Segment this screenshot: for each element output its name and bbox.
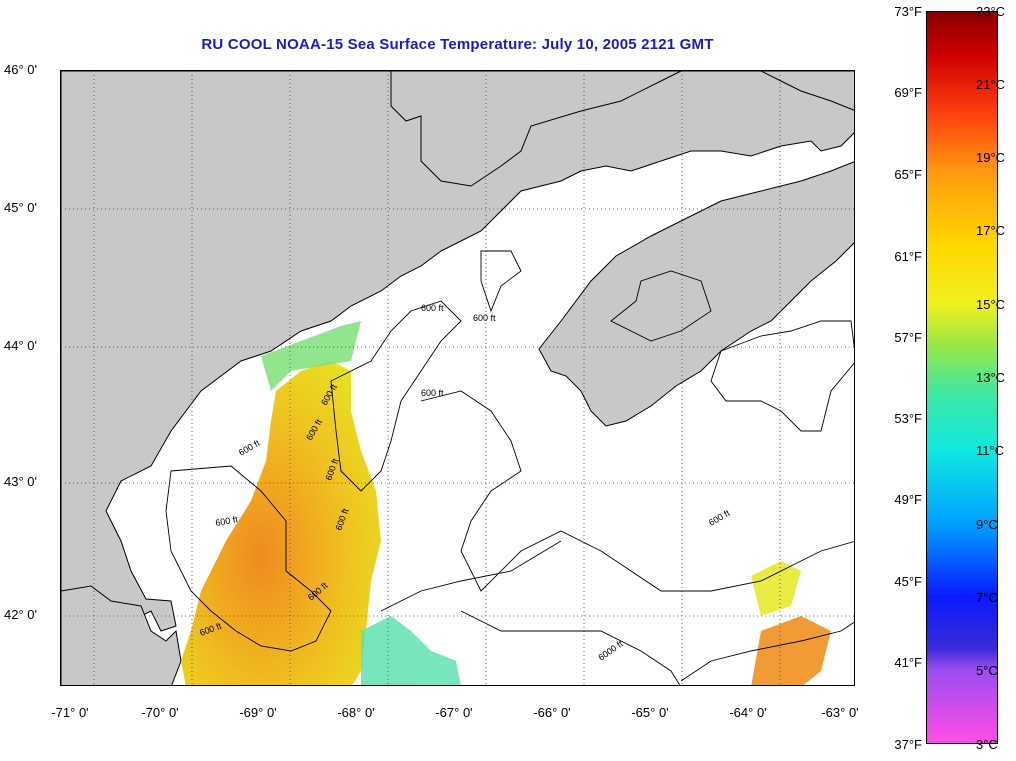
lat-label: 44° 0' — [4, 338, 37, 353]
land-cape-cod — [61, 585, 182, 685]
colorbar-f-label: 69°F — [894, 85, 922, 100]
lon-label: -71° 0' — [51, 705, 89, 720]
colorbar-c-label: 5°C — [976, 663, 998, 678]
colorbar-c-label: 21°C — [976, 77, 1006, 92]
colorbar-c-label: 19°C — [976, 150, 1006, 165]
colorbar-f-label: 45°F — [894, 574, 922, 589]
land-new-england — [61, 71, 854, 685]
colorbar-c-label: 13°C — [976, 370, 1006, 385]
colorbar-c-label: 11°C — [976, 443, 1005, 458]
lon-label: -67° 0' — [435, 705, 473, 720]
depth-label: 600 ft — [421, 388, 444, 398]
colorbar-f-label: 37°F — [894, 737, 922, 752]
lon-label: -69° 0' — [239, 705, 277, 720]
sst-map: 600 ft 600 ft 600 ft 600 ft 600 ft 600 f… — [60, 70, 855, 686]
colorbar-c-label: 17°C — [976, 223, 1006, 238]
lon-label: -64° 0' — [729, 705, 767, 720]
colorbar-c-label: 7°C — [976, 590, 998, 605]
lon-label: -63° 0' — [821, 705, 859, 720]
land-cape-breton — [760, 71, 854, 111]
depth-label: 6000 ft — [596, 638, 625, 662]
lat-label: 45° 0' — [4, 200, 37, 215]
colorbar-f-label: 61°F — [894, 249, 922, 264]
depth-label: 600 ft — [473, 313, 496, 323]
colorbar-c-label: 3°C — [976, 737, 998, 752]
sst-yellow-se — [751, 561, 801, 616]
colorbar-f-label: 65°F — [894, 167, 922, 182]
map-title: RU COOL NOAA-15 Sea Surface Temperature:… — [201, 36, 714, 53]
sst-cool-east — [361, 616, 461, 685]
colorbar-f-label: 73°F — [894, 4, 922, 19]
map-canvas: 600 ft 600 ft 600 ft 600 ft 600 ft 600 f… — [61, 71, 854, 685]
colorbar-f-label: 49°F — [894, 492, 922, 507]
lon-label: -66° 0' — [533, 705, 571, 720]
colorbar-c-label: 9°C — [976, 517, 998, 532]
colorbar-c-label: 15°C — [976, 297, 1006, 312]
lon-label: -68° 0' — [337, 705, 375, 720]
sst-cool-patch — [261, 321, 361, 391]
land-nova-scotia — [538, 161, 854, 427]
colorbar-f-label: 41°F — [894, 655, 922, 670]
depth-label: 600 ft — [237, 438, 262, 458]
colorbar-c-label: 23°C — [976, 4, 1006, 19]
graticule — [61, 71, 854, 685]
lat-label: 42° 0' — [4, 607, 37, 622]
depth-contours — [165, 250, 854, 685]
depth-label: 600 ft — [421, 303, 444, 313]
temperature-colorbar — [926, 11, 998, 744]
lat-label: 46° 0' — [4, 62, 37, 77]
sst-warm-patch — [181, 361, 381, 685]
lon-label: -65° 0' — [631, 705, 669, 720]
depth-label: 600 ft — [707, 508, 732, 528]
colorbar-f-label: 57°F — [894, 330, 922, 345]
sst-warm-se — [751, 616, 831, 685]
lon-label: -70° 0' — [141, 705, 179, 720]
lat-label: 43° 0' — [4, 474, 37, 489]
depth-label: 600 ft — [215, 514, 239, 528]
colorbar-f-label: 53°F — [894, 411, 922, 426]
